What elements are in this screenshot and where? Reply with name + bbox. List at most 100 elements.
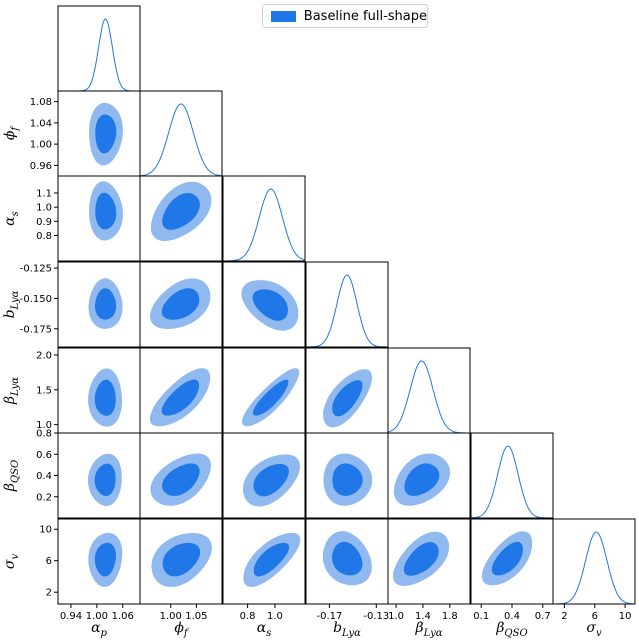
y-axis-label-sigma_v-main: σ [2,559,18,569]
y-axis-label-phi_f: ϕf [2,125,21,141]
x-tick-label: 1.0 [267,611,283,622]
panel-frame [470,432,554,519]
y-axis-label-beta_Lya-sub: Lyα [10,377,21,397]
panel-frame [139,175,223,262]
contour-68-beta_Lya-phi_f [161,379,200,416]
panel-content [88,453,122,506]
x-axis-label-b_Lya: bLyα [333,620,361,639]
panel-content [243,532,301,587]
panel-sigma_v-sigma_v: 2 6 10 [552,518,636,622]
y-axis-label-alpha_s-main: α [2,216,18,226]
panel-content [89,102,123,166]
panel-alpha_s-phi_f [139,175,223,262]
posterior-curve-alpha_s [223,188,305,261]
panel-frame [222,432,306,519]
y-tick-label: 10 [39,525,52,536]
y-tick-label: 0.6 [36,450,52,461]
panel-phi_f-phi_f [139,90,223,177]
panel-sigma_v-alpha_p: 0.94 1.00 1.06 2 6 10 [39,518,141,622]
panel-beta_Lya-alpha_p: 1.0 1.5 2.0 [36,347,141,434]
panel-content [150,181,212,241]
panel-b_Lya-b_Lya [305,261,389,348]
y-tick-label: -0.150 [20,294,52,305]
panel-b_Lya-alpha_s [222,261,306,348]
x-axis-label-beta_Lya-main: β [415,620,424,636]
panel-content [151,533,212,587]
contour-68-b_Lya-alpha_p [95,288,117,320]
contour-68-phi_f-alpha_p [95,114,117,154]
panel-sigma_v-alpha_s: 0.8 1.0 [222,518,306,622]
x-tick-label: 0.7 [535,611,551,622]
x-tick-label: 2 [561,611,567,622]
panel-beta_QSO-beta_Lya [387,432,471,519]
x-tick-label: 1.0 [388,611,404,622]
posterior-curve-phi_f [140,103,222,176]
y-tick-label: 1.1 [36,189,52,200]
panel-content [89,181,123,241]
x-tick-label: 0.8 [240,611,256,622]
contour-68-beta_Lya-b_Lya [332,380,363,417]
y-axis-label-beta_QSO-main: β [2,483,18,492]
x-tick-label: 1.4 [415,611,431,622]
posterior-curve-b_Lya [306,274,388,347]
x-axis-label-beta_Lya-sub: Lyα [423,628,443,639]
x-tick-label: 0.1 [473,611,489,622]
panel-frame [139,261,223,348]
x-axis-label-alpha_s-sub: s [266,628,271,639]
panel-beta_QSO-phi_f [139,432,223,519]
posterior-curve-beta_QSO [471,445,553,518]
contour-68-sigma_v-alpha_p [94,542,116,577]
legend-swatch [271,10,296,22]
x-axis-label-phi_f: ϕf [174,620,190,639]
contour-68-beta_Lya-alpha_s [252,379,289,416]
panel-frame [222,175,306,262]
panel-alpha_p-alpha_p [57,5,141,92]
y-axis-label-beta_Lya: βLyα [2,377,21,405]
y-tick-label: 1.5 [36,385,52,396]
panel-content [223,188,305,261]
y-tick-label: 0.9 [36,217,52,228]
y-axis-label-beta_Lya-main: β [2,396,18,405]
y-axis-label-b_Lya-sub: Lyα [10,290,21,310]
x-axis-label-alpha_p-main: α [91,620,101,636]
panel-beta_QSO-b_Lya [305,432,389,519]
y-axis-label-alpha_s: αs [2,211,21,226]
x-axis-label-phi_f-sub: f [183,628,190,639]
x-tick-label: 1.05 [185,611,207,622]
y-tick-label: -0.175 [20,324,52,335]
posterior-curve-alpha_p [58,18,140,91]
x-tick-label: 10 [619,611,632,622]
x-axis-label-sigma_v-main: σ [586,620,596,636]
panel-frame [387,518,471,605]
panel-sigma_v-phi_f: 1.00 1.05 [139,518,223,622]
y-axis-label-sigma_v: σv [2,554,21,570]
panel-frame [139,432,223,519]
y-axis-label-phi_f-sub: f [10,125,21,132]
x-tick-label: 1.00 [86,611,108,622]
x-axis-label-beta_Lya: βLyα [415,620,443,639]
x-axis-label-sigma_v-sub: v [596,628,602,639]
panel-frame [305,261,389,348]
panel-content [388,360,470,433]
panel-beta_Lya-phi_f [139,347,223,434]
panel-alpha_s-alpha_s [222,175,306,262]
x-axis-label-phi_f-main: ϕ [174,620,184,636]
panel-beta_QSO-alpha_p: 0.2 0.4 0.6 0.8 [36,429,141,519]
panel-content [241,280,299,331]
panel-beta_QSO-alpha_s [222,432,306,519]
panel-content [242,368,300,427]
y-tick-label: 2.0 [36,350,52,361]
y-axis-label-b_Lya-main: b [2,309,18,318]
contour-68-alpha_s-alpha_p [95,192,117,230]
panel-content [88,278,123,329]
panel-content [306,274,388,347]
panel-sigma_v-beta_QSO: 0.1 0.4 0.7 [470,518,554,622]
panel-beta_QSO-beta_QSO [470,432,554,519]
legend-label: Baseline full-shape [303,8,427,24]
y-tick-label: 1.0 [36,203,52,214]
contour-68-beta_Lya-alpha_p [94,379,116,416]
y-tick-label: 1.00 [30,140,52,151]
panel-frame [222,261,306,348]
x-axis-label-alpha_s-main: α [257,620,267,636]
